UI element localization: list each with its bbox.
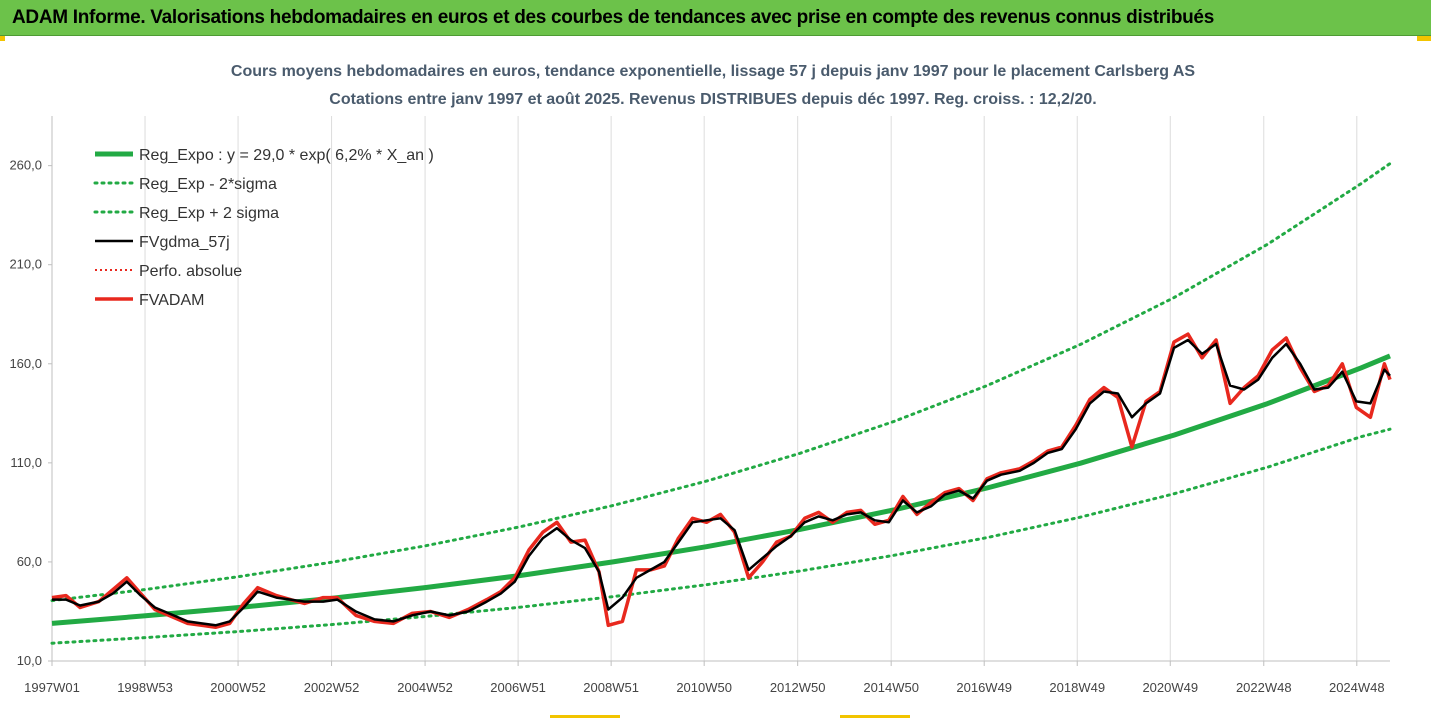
legend-label: Reg_Expo : y = 29,0 * exp( 6,2% * X_an ) bbox=[139, 147, 434, 164]
series-line-reg-expo bbox=[51, 353, 1391, 626]
series-line-fvadam bbox=[51, 332, 1392, 630]
x-tick-label: 2020W49 bbox=[1142, 680, 1198, 695]
accent-bar-top-right bbox=[1417, 36, 1431, 41]
report-banner: ADAM Informe. Valorisations hebdomadaire… bbox=[0, 0, 1431, 36]
x-tick-label: 2014W50 bbox=[863, 680, 919, 695]
x-tick-label: 2016W49 bbox=[956, 680, 1012, 695]
series-line-reg-exp-minus-2sigma bbox=[50, 427, 1392, 645]
legend-label: Reg_Exp + 2 sigma bbox=[139, 205, 279, 222]
series-layer bbox=[50, 162, 1392, 645]
accent-bar-top-left bbox=[0, 36, 5, 41]
legend-entry-fvadam: FVADAM bbox=[95, 292, 204, 309]
legend-label: FVADAM bbox=[139, 292, 204, 309]
accent-bar-bottom-right bbox=[840, 715, 910, 718]
report-title: ADAM Informe. Valorisations hebdomadaire… bbox=[12, 7, 1214, 28]
legend-entry-plus-2sigma: Reg_Exp + 2 sigma bbox=[93, 205, 279, 222]
x-tick-label: 2024W48 bbox=[1329, 680, 1385, 695]
y-tick-label: 260,0 bbox=[9, 158, 42, 173]
line-chart: 10,0 60,0 110,0 160,0 210,0 260,0 1997W01 1998W… bbox=[9, 63, 1392, 695]
x-tick-label: 1998W53 bbox=[117, 680, 173, 695]
legend-label: Reg_Exp - 2*sigma bbox=[139, 176, 277, 193]
x-tick-label: 2022W48 bbox=[1236, 680, 1292, 695]
legend-label: Perfo. absolue bbox=[139, 263, 242, 280]
chart-frame: 10,0 60,0 110,0 160,0 210,0 260,0 1997W01 1998W… bbox=[0, 36, 1431, 718]
legend-entry-minus-2sigma: Reg_Exp - 2*sigma bbox=[93, 176, 277, 193]
chart-title: Cours moyens hebdomadaires en euros, ten… bbox=[231, 63, 1196, 80]
legend-entry-fvgdma: FVgdma_57j bbox=[95, 234, 230, 251]
y-tick-label: 110,0 bbox=[10, 455, 42, 470]
y-tick-label: 160,0 bbox=[9, 356, 42, 371]
y-tick-label: 10,0 bbox=[17, 653, 42, 668]
x-tick-label: 2000W52 bbox=[210, 680, 266, 695]
x-tick-label: 2002W52 bbox=[304, 680, 360, 695]
x-tick-label: 2008W51 bbox=[583, 680, 639, 695]
x-tick-label: 1997W01 bbox=[24, 680, 80, 695]
legend-entry-reg-expo: Reg_Expo : y = 29,0 * exp( 6,2% * X_an ) bbox=[95, 147, 434, 164]
y-tick-label: 60,0 bbox=[17, 554, 42, 569]
x-tick-label: 2018W49 bbox=[1049, 680, 1105, 695]
x-tick-label: 2004W52 bbox=[397, 680, 453, 695]
series-line-reg-exp-plus-2sigma bbox=[50, 162, 1392, 603]
series-line-fvgdma-57j bbox=[52, 338, 1391, 627]
x-tick-label: 2012W50 bbox=[770, 680, 826, 695]
legend-label: FVgdma_57j bbox=[139, 234, 230, 251]
legend-entry-perfo: Perfo. absolue bbox=[95, 263, 242, 280]
chart-subtitle: Cotations entre janv 1997 et août 2025. … bbox=[329, 91, 1096, 108]
x-tick-label: 2010W50 bbox=[676, 680, 732, 695]
y-tick-label: 210,0 bbox=[9, 257, 42, 272]
axis-layer: 10,0 60,0 110,0 160,0 210,0 260,0 1997W01 1998W… bbox=[9, 116, 1390, 695]
x-tick-label: 2006W51 bbox=[490, 680, 546, 695]
grid-layer bbox=[144, 116, 1358, 661]
accent-bar-bottom-left bbox=[550, 715, 620, 718]
legend-layer: Reg_Expo : y = 29,0 * exp( 6,2% * X_an )… bbox=[93, 147, 434, 309]
